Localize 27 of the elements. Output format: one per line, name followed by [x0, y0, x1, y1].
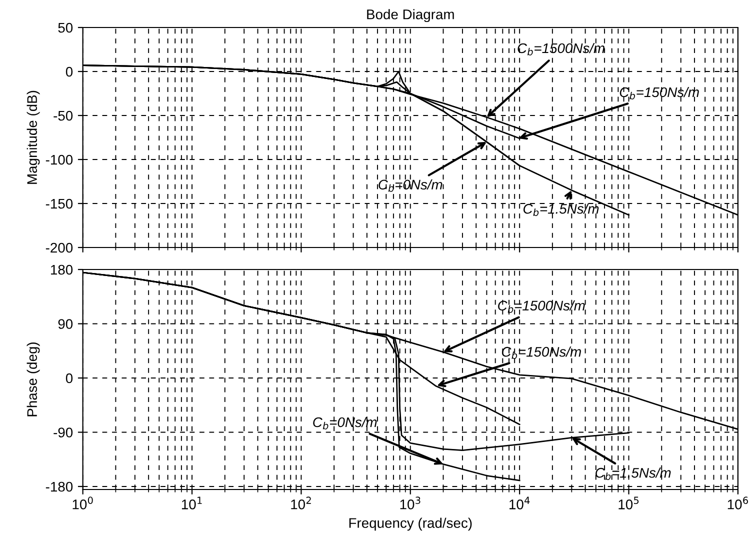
y-axis-title: Phase (deg) — [26, 342, 40, 416]
annotation: C$_{b}$=150Ns/m — [620, 86, 699, 100]
x-tick-label: 10$^{2}$ — [291, 496, 311, 510]
y-tick-label: 0 — [66, 373, 73, 384]
y-tick-label: -100 — [46, 154, 73, 165]
annotation: C$_{b}$=1500Ns/m — [518, 42, 604, 56]
chart-title: Bode Diagram — [367, 9, 454, 22]
x-tick-label: 10$^{6}$ — [728, 496, 748, 510]
y-tick-label: -180 — [46, 482, 73, 492]
y-tick-label: -50 — [54, 110, 73, 121]
x-tick-label: 10$^{1}$ — [182, 496, 202, 510]
x-axis-title: Frequency (rad/sec) — [349, 518, 472, 531]
annotation: C$_{b}$=0Ns/m — [313, 416, 377, 430]
annotation: C$_{b}$=1.5Ns/m — [523, 204, 599, 216]
y-axis-title: Magnitude (dB) — [26, 90, 40, 184]
y-tick-label: 180 — [50, 264, 73, 275]
x-tick-label: 10$^{3}$ — [400, 496, 420, 510]
y-tick-label: -90 — [54, 428, 73, 438]
x-tick-label: 10$^{0}$ — [72, 496, 93, 510]
y-tick-label: 90 — [58, 319, 73, 329]
x-tick-label: 10$^{5}$ — [618, 496, 639, 510]
y-tick-label: -200 — [46, 242, 73, 253]
y-tick-label: -150 — [46, 198, 73, 209]
x-tick-label: 10$^{4}$ — [510, 496, 530, 510]
annotation: C$_{b}$=1.5Ns/m — [596, 468, 671, 480]
y-tick-label: 50 — [58, 22, 73, 33]
y-tick-label: 0 — [66, 66, 73, 77]
